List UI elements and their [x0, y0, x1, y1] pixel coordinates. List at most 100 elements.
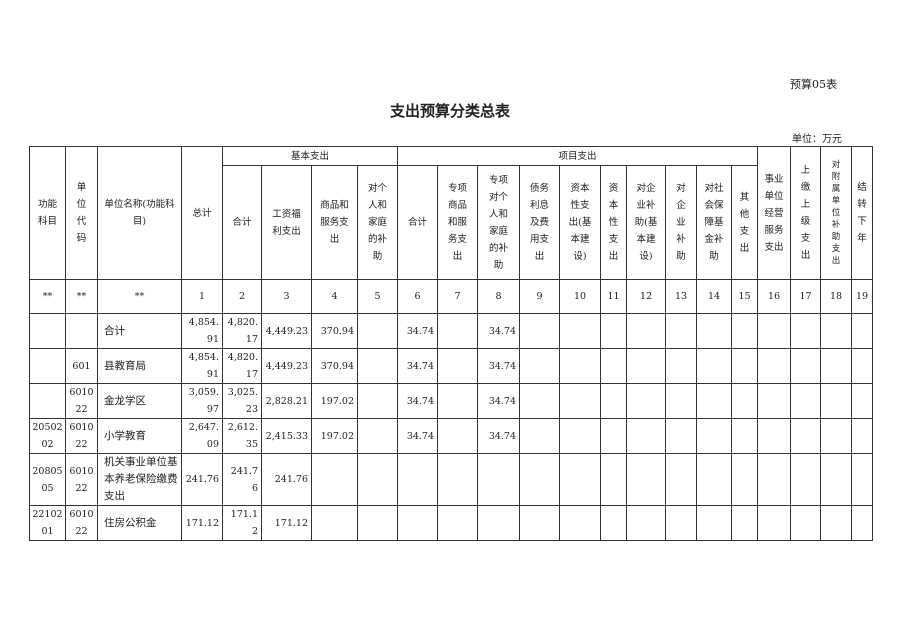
header-project-col: 专项 对个 人和 家庭 的补 助 [477, 165, 521, 280]
value-cell: 197.02 [311, 383, 358, 419]
index-cell: 4 [311, 279, 358, 314]
header-unit-code: 单 位 代 码 [65, 146, 98, 280]
value-cell: 171.12 [222, 505, 262, 541]
value-cell: 2,415.33 [261, 418, 312, 454]
table-row: 合计 4,854.91 4,820.17 4,449.23 370.94 34.74 34.… [29, 313, 874, 349]
value-cell [519, 383, 561, 419]
unit-code-cell: 601022 [65, 383, 98, 419]
value-cell: 3,059.97 [181, 383, 223, 419]
value-cell [519, 505, 561, 541]
value-cell [600, 418, 628, 454]
table-row: 2080505 601022 机关事业单位基本养老保险缴费支出 241.76 241.7… [29, 453, 874, 506]
index-cell: 8 [477, 279, 521, 314]
value-cell [757, 313, 792, 349]
unit-name-cell: 住房公积金 [97, 505, 182, 541]
value-cell [397, 505, 439, 541]
page-title: 支出预算分类总表 [389, 102, 510, 120]
value-cell [731, 383, 759, 419]
value-cell [600, 348, 628, 384]
value-cell: 34.74 [477, 418, 521, 454]
value-cell [559, 383, 602, 419]
header-project-group: 项目支出 [397, 146, 759, 166]
value-cell: 241.76 [261, 453, 312, 506]
value-cell [757, 418, 792, 454]
value-cell [559, 418, 602, 454]
func-code-cell [29, 348, 66, 384]
index-cell: 12 [626, 279, 667, 314]
value-cell [696, 313, 733, 349]
unit-code-cell: 601022 [65, 505, 98, 541]
index-cell: 6 [397, 279, 439, 314]
value-cell [600, 505, 628, 541]
value-cell: 34.74 [477, 313, 521, 349]
value-cell: 34.74 [397, 418, 439, 454]
value-cell [851, 348, 874, 384]
table-row: 2210201 601022 住房公积金 171.12 171.12 171.12 [29, 505, 874, 541]
value-cell: 171.12 [261, 505, 312, 541]
value-cell: 370.94 [311, 313, 358, 349]
value-cell [626, 505, 667, 541]
value-cell: 2,828.21 [261, 383, 312, 419]
value-cell [356, 348, 399, 384]
value-cell [600, 313, 628, 349]
index-cell: 7 [437, 279, 479, 314]
value-cell [757, 383, 792, 419]
header-project-col: 专项 商品 和服 务支 出 [437, 165, 479, 280]
value-cell [397, 453, 439, 506]
value-cell [696, 453, 733, 506]
index-cell: ** [65, 279, 98, 314]
value-cell [731, 313, 759, 349]
value-cell [519, 348, 561, 384]
header-project-col: 对社 会保 障基 金补 助 [696, 165, 733, 280]
index-cell: 3 [261, 279, 312, 314]
value-cell [665, 418, 698, 454]
value-cell: 4,820.17 [222, 313, 262, 349]
value-cell [356, 418, 399, 454]
value-cell [790, 348, 822, 384]
value-cell [665, 383, 698, 419]
value-cell [731, 505, 759, 541]
value-cell [757, 453, 792, 506]
value-cell [696, 505, 733, 541]
header-basic-col: 商品和 服务支 出 [311, 165, 358, 280]
unit-code-cell: 601022 [65, 453, 98, 506]
header-basic-col: 对个 人和 家庭 的补 助 [356, 165, 399, 280]
header-total: 总计 [181, 146, 223, 280]
expenditure-budget-table: 功能 科目 单 位 代 码 单位名称(功能科 目) 总计 基本支出 项目支出 事… [29, 146, 874, 541]
value-cell [851, 418, 874, 454]
value-cell [696, 418, 733, 454]
value-cell: 2,612.35 [222, 418, 262, 454]
value-cell: 2,647.09 [181, 418, 223, 454]
value-cell [626, 383, 667, 419]
value-cell: 34.74 [477, 348, 521, 384]
value-cell [559, 453, 602, 506]
unit-code-cell: 601022 [65, 418, 98, 454]
header-project-col: 资本 性支 出(基 本建 设) [559, 165, 602, 280]
func-code-cell: 2080505 [29, 453, 66, 506]
index-cell: 17 [790, 279, 822, 314]
index-cell: 5 [356, 279, 399, 314]
value-cell [820, 453, 853, 506]
header-tail: 结 转 下 年 [851, 146, 874, 280]
value-cell [311, 453, 358, 506]
func-code-cell [29, 313, 66, 349]
value-cell: 171.12 [181, 505, 223, 541]
table-row: 601022 金龙学区 3,059.97 3,025.23 2,828.21 197.02… [29, 383, 874, 419]
value-cell [437, 418, 479, 454]
func-code-cell [29, 383, 66, 419]
value-cell: 241.76 [181, 453, 223, 506]
value-cell: 370.94 [311, 348, 358, 384]
index-cell: 16 [757, 279, 792, 314]
value-cell: 4,820.17 [222, 348, 262, 384]
value-cell [820, 313, 853, 349]
value-cell: 4,449.23 [261, 313, 312, 349]
header-basic-col: 工资福 利支出 [261, 165, 312, 280]
index-cell: 18 [820, 279, 853, 314]
value-cell [559, 348, 602, 384]
value-cell [790, 418, 822, 454]
value-cell [757, 348, 792, 384]
header-tail: 上 缴 上 级 支 出 [790, 146, 822, 280]
value-cell [757, 505, 792, 541]
index-cell: 10 [559, 279, 602, 314]
value-cell [731, 348, 759, 384]
